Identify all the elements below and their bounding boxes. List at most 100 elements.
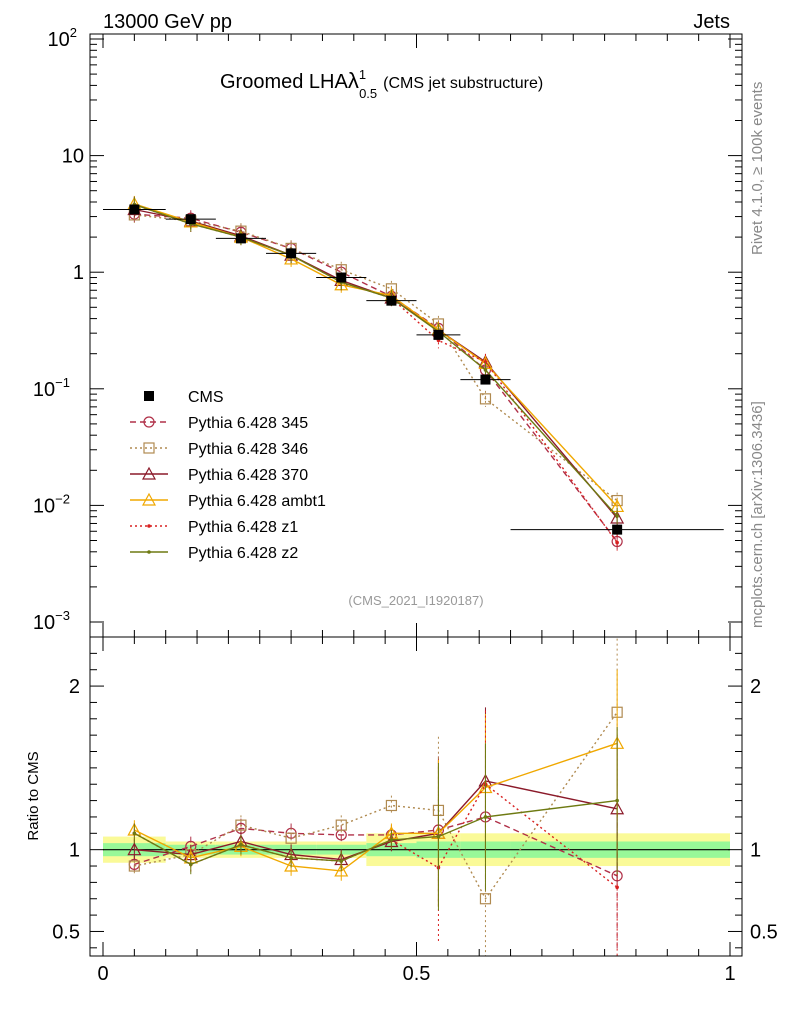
- cms-data-point: [386, 295, 397, 306]
- main-series-p346: [128, 206, 623, 509]
- main-data-point: [615, 514, 619, 518]
- ratio-series-ambt1: [127, 669, 625, 907]
- legend-marker: [147, 550, 151, 554]
- main-panel-cms-data: [103, 204, 724, 535]
- legend-label: Pythia 6.428 370: [188, 467, 308, 484]
- main-series-line: [134, 203, 618, 544]
- cms-data-point: [612, 524, 623, 535]
- ratio-y-tick-label: 0.5: [52, 921, 80, 943]
- ratio-data-point: [334, 863, 349, 877]
- cms-data-point: [286, 248, 297, 259]
- ratio-frame: [89, 636, 743, 957]
- plot-title-lambda: λ: [348, 68, 359, 93]
- tick-base: 1: [73, 262, 84, 284]
- main-y-tick-label: 1: [73, 262, 84, 284]
- ratio-data-point: [284, 858, 299, 872]
- legend-label: Pythia 6.428 346: [188, 441, 308, 458]
- ratio-x-tick-label: 0: [97, 963, 108, 985]
- plot-title-main: Groomed LHA: [220, 71, 348, 93]
- legend-item-z2: Pythia 6.428 z2: [130, 545, 298, 562]
- tick-base: 10: [33, 612, 55, 634]
- rivet-version-label: Rivet 4.1.0, ≥ 100k events: [749, 82, 766, 255]
- ratio-series-z2: [132, 726, 619, 911]
- ratio-data-point: [615, 885, 619, 890]
- mcplots-label: mcplots.cern.ch [arXiv:1306.3436]: [749, 401, 766, 628]
- legend-marker-cms: [144, 391, 154, 401]
- cms-data-point: [185, 214, 196, 225]
- main-y-tick-label: 10−3: [33, 608, 70, 634]
- header-left-label: 13000 GeV pp: [103, 11, 232, 33]
- ratio-data-point: [132, 831, 137, 836]
- legend-marker: [143, 442, 155, 454]
- legend-item-p345: Pythia 6.428 345: [130, 415, 308, 432]
- plot-title-sup: 1: [359, 67, 366, 82]
- ratio-series-line: [134, 711, 618, 901]
- cms-data-point: [235, 233, 246, 244]
- ratio-series-p370: [127, 707, 625, 907]
- tick-exponent: −2: [55, 491, 70, 506]
- legend: CMS Pythia 6.428 345 Pythia 6.428 346 Pythi…: [130, 389, 326, 562]
- tick-base: 10: [33, 495, 55, 517]
- main-series-line: [134, 213, 618, 542]
- tick-base: 10: [33, 379, 55, 401]
- plot-title: Groomed LHAλ1 0.5 (CMS jet substructure): [220, 67, 543, 101]
- legend-label: Pythia 6.428 z2: [188, 545, 298, 562]
- ratio-data-point: [615, 798, 619, 803]
- ratio-data-point: [479, 893, 492, 905]
- ratio-y-tick-label-right: 1: [750, 840, 761, 862]
- legend-item-cms: CMS: [144, 389, 224, 406]
- legend-item-z1: Pythia 6.428 z1: [130, 519, 298, 536]
- ratio-data-point: [285, 832, 297, 844]
- legend-label: Pythia 6.428 z1: [188, 519, 298, 536]
- plot-title-detail: (CMS jet substructure): [383, 75, 543, 92]
- ratio-data-point: [127, 842, 142, 856]
- cms-data-point: [480, 374, 491, 385]
- ratio-series-line: [134, 816, 618, 877]
- ratio-data-point: [188, 862, 193, 867]
- ratio-data-point: [483, 815, 488, 819]
- ratio-data-point: [335, 819, 347, 831]
- analysis-id-label: (CMS_2021_I1920187): [348, 593, 483, 608]
- legend-label: Pythia 6.428 ambt1: [188, 493, 326, 510]
- ratio-data-point: [385, 799, 398, 812]
- cms-data-point: [336, 272, 347, 283]
- ratio-y-axis-label: Ratio to CMS: [25, 751, 42, 840]
- main-y-tick-label: 10−1: [33, 375, 70, 401]
- ratio-series-p346: [128, 638, 623, 956]
- ratio-data-point: [389, 838, 394, 842]
- ratio-panel-series: [127, 638, 625, 956]
- plot-title-sub: 0.5: [359, 86, 377, 101]
- legend-item-ambt1: Pythia 6.428 ambt1: [130, 492, 326, 510]
- legend-marker: [143, 416, 155, 428]
- main-y-tick-label: 10−2: [33, 491, 70, 517]
- main-y-tick-label: 10: [62, 146, 84, 168]
- main-data-point: [483, 368, 488, 372]
- legend-label-cms: CMS: [188, 389, 224, 406]
- legend-marker: [147, 524, 151, 528]
- ratio-data-point: [128, 860, 140, 872]
- legend-item-p346: Pythia 6.428 346: [130, 441, 308, 458]
- main-y-tick-label: 102: [48, 25, 77, 51]
- tick-exponent: 2: [70, 25, 77, 40]
- tick-base: 10: [48, 29, 70, 51]
- ratio-y-tick-label-right: 0.5: [750, 921, 778, 943]
- tick-base: 10: [62, 146, 84, 168]
- ratio-data-point: [235, 819, 247, 831]
- header-right-label: Jets: [693, 11, 730, 33]
- main-data-point: [479, 393, 492, 405]
- main-series-line: [134, 214, 618, 502]
- tick-exponent: −1: [55, 375, 70, 390]
- ratio-y-tick-label: 2: [69, 676, 80, 698]
- ratio-data-point: [289, 856, 293, 860]
- tick-exponent: −3: [55, 608, 70, 623]
- main-series-line: [134, 203, 618, 507]
- main-data-point: [483, 360, 488, 364]
- ratio-panel-axes: 0.5 0.5 1 1 2 2 0 0.5 1: [52, 636, 778, 985]
- main-data-point: [615, 540, 619, 545]
- ratio-x-tick-label: 0.5: [403, 963, 431, 985]
- legend-item-p370: Pythia 6.428 370: [130, 466, 308, 484]
- main-data-point: [284, 251, 299, 265]
- cms-data-point: [129, 204, 140, 215]
